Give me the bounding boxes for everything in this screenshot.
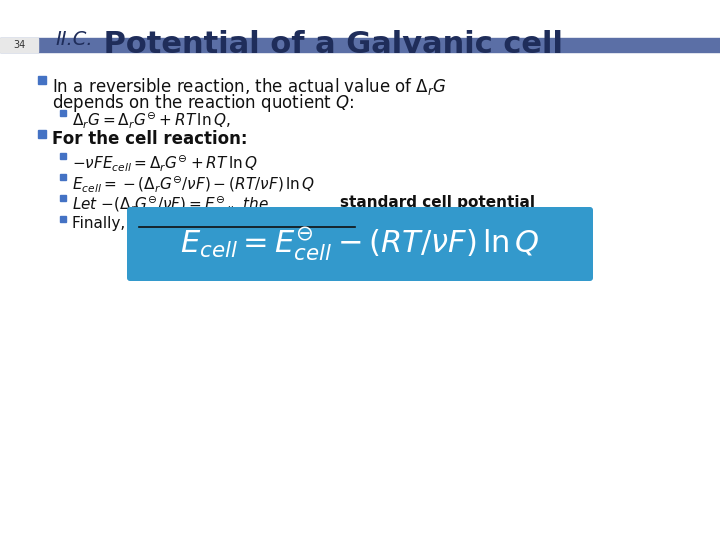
- Text: Let $-(\Delta_r G^{\ominus}/\nu F) = E_{cell}^{\ominus}$, the: Let $-(\Delta_r G^{\ominus}/\nu F) = E_{…: [72, 195, 269, 217]
- Bar: [38, 130, 46, 138]
- Text: standard cell potential: standard cell potential: [340, 195, 535, 210]
- Text: $-\nu FE_{cell} = \Delta_r G^{\ominus} + RT\,\ln Q$: $-\nu FE_{cell} = \Delta_r G^{\ominus} +…: [72, 153, 258, 173]
- Text: In a reversible reaction, the actual value of $\Delta_r G$: In a reversible reaction, the actual val…: [52, 76, 447, 97]
- Bar: [0, 38, 720, 52]
- FancyBboxPatch shape: [127, 207, 593, 281]
- Text: $\Delta_r G = \Delta_r G^{\ominus} + RT\,\ln Q,$: $\Delta_r G = \Delta_r G^{\ominus} + RT\…: [72, 110, 230, 130]
- Bar: [60, 195, 66, 201]
- Bar: [38, 76, 46, 84]
- Text: Finally, the: Finally, the: [72, 216, 160, 231]
- Bar: [60, 174, 66, 180]
- Bar: [60, 216, 66, 222]
- Text: Potential of a Galvanic cell: Potential of a Galvanic cell: [93, 30, 563, 59]
- Text: Nernst equation for the cell: Nernst equation for the cell: [139, 216, 377, 231]
- Bar: [60, 110, 66, 116]
- Bar: [60, 153, 66, 159]
- Text: :: :: [357, 216, 367, 231]
- Text: depends on the reaction quotient $Q$:: depends on the reaction quotient $Q$:: [52, 92, 354, 114]
- Bar: [0, 38, 38, 52]
- Text: $E_{cell} = -(\Delta_r G^{\ominus}/\nu F) - (RT/\nu F)\,\ln Q$: $E_{cell} = -(\Delta_r G^{\ominus}/\nu F…: [72, 174, 315, 194]
- Text: $E_{cell} = E_{cell}^{\ominus} - (RT/\nu F)\,\ln Q$: $E_{cell} = E_{cell}^{\ominus} - (RT/\nu…: [180, 225, 540, 264]
- Text: For the cell reaction:: For the cell reaction:: [52, 130, 248, 148]
- Text: 34: 34: [13, 40, 25, 50]
- Text: II.C.: II.C.: [55, 30, 93, 49]
